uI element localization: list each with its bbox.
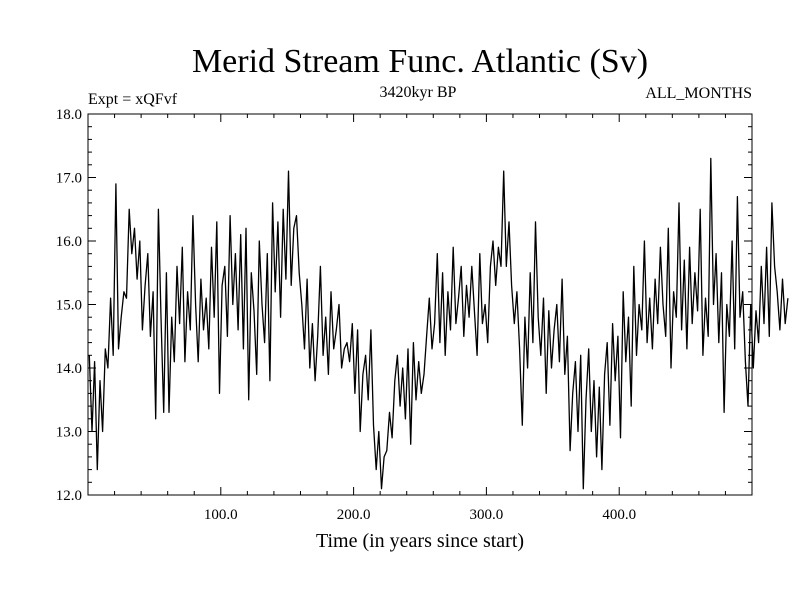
y-tick-label: 14.0 bbox=[56, 361, 82, 377]
x-tick-label: 300.0 bbox=[470, 507, 504, 523]
chart-title: Merid Stream Func. Atlantic (Sv) bbox=[192, 43, 648, 80]
x-tick-label: 400.0 bbox=[602, 507, 636, 523]
y-tick-label: 13.0 bbox=[56, 425, 82, 441]
x-tick-label: 100.0 bbox=[204, 507, 238, 523]
tick-labels: 12.0 13.0 14.0 15.0 16.0 17.0 18.0 100.0 200.0 30… bbox=[56, 107, 636, 523]
y-tick-label: 18.0 bbox=[56, 107, 82, 123]
series-line bbox=[88, 157, 789, 490]
y-tick-label: 12.0 bbox=[56, 488, 82, 504]
y-tick-label: 16.0 bbox=[56, 234, 82, 250]
y-tick-label: 17.0 bbox=[56, 171, 82, 187]
axis-ticks bbox=[88, 113, 752, 496]
y-tick-label: 15.0 bbox=[56, 298, 82, 314]
x-axis-label: Time (in years since start) bbox=[316, 530, 524, 552]
experiment-label: Expt = xQFvf bbox=[88, 91, 178, 108]
period-label: 3420kyr BP bbox=[380, 84, 457, 101]
x-tick-label: 200.0 bbox=[337, 507, 371, 523]
months-label: ALL_MONTHS bbox=[645, 85, 752, 102]
